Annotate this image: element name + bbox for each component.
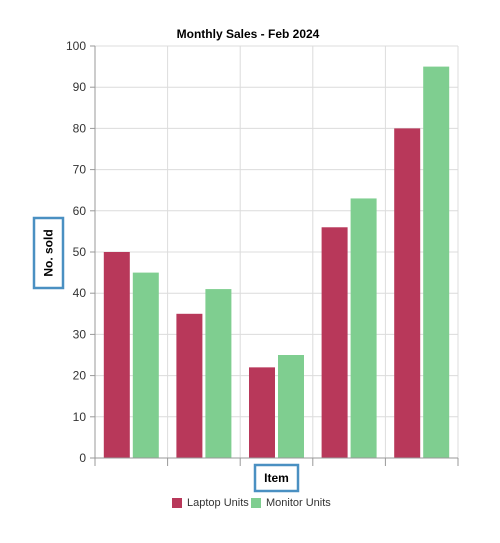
bar-monitor-3[interactable] — [350, 198, 377, 458]
y-axis-label: No. sold — [42, 229, 56, 276]
bar-laptop-0[interactable] — [103, 252, 130, 458]
bar-monitor-0[interactable] — [132, 272, 159, 458]
gridlines — [95, 45, 459, 458]
y-tick-label-7: 70 — [73, 163, 87, 177]
y-tick-label-9: 90 — [73, 80, 87, 94]
y-tick-label-10: 100 — [66, 39, 86, 53]
y-tick-label-4: 40 — [73, 286, 87, 300]
bar-laptop-1[interactable] — [176, 313, 203, 458]
legend[interactable]: Laptop Units Monitor Units — [172, 497, 331, 509]
y-axis-ticks: 0 10 20 30 40 50 60 70 80 90 100 — [66, 39, 95, 465]
y-tick-label-0: 0 — [79, 451, 86, 465]
y-tick-label-2: 20 — [73, 369, 87, 383]
axes — [94, 46, 459, 466]
bars-group — [103, 66, 450, 458]
bar-monitor-1[interactable] — [205, 289, 232, 458]
y-axis-label-box — [32, 216, 65, 290]
y-tick-label-6: 60 — [73, 204, 87, 218]
y-tick-label-1: 10 — [73, 410, 87, 424]
legend-label-1[interactable]: Monitor Units — [266, 497, 331, 509]
bar-laptop-3[interactable] — [321, 227, 348, 458]
bar-monitor-2[interactable] — [278, 355, 304, 458]
x-axis-label: Item — [264, 471, 289, 485]
bar-laptop-4[interactable] — [394, 128, 421, 458]
y-tick-label-5: 50 — [73, 245, 87, 259]
y-tick-label-3: 30 — [73, 327, 87, 341]
chart-title: Monthly Sales - Feb 2024 — [177, 27, 320, 41]
legend-label-0[interactable]: Laptop Units — [187, 497, 249, 509]
y-tick-label-8: 80 — [73, 121, 87, 135]
legend-swatch-0[interactable] — [172, 498, 182, 508]
x-axis-label-box — [253, 463, 300, 493]
bar-laptop-2[interactable] — [249, 367, 275, 458]
bar-monitor-4[interactable] — [423, 66, 450, 458]
legend-swatch-1[interactable] — [251, 498, 261, 508]
